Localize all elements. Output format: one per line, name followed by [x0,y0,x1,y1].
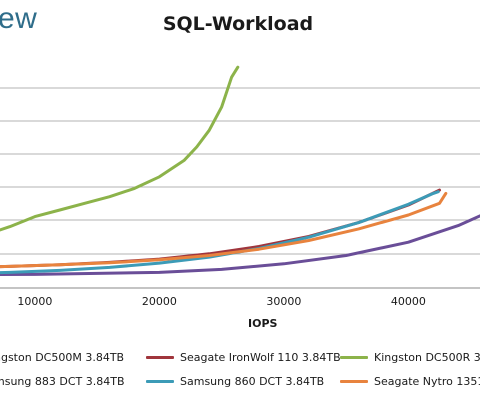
x-tick-label: 20000 [142,295,177,308]
x-tick-label: 40000 [391,295,426,308]
legend-item: Kingston DC500R 3.8 [340,351,480,364]
legend-item: msung 883 DCT 3.84TB [0,375,125,388]
x-tick-label: 30000 [266,295,301,308]
legend-swatch [146,356,174,359]
legend-swatch [146,380,174,383]
series-line [0,191,448,269]
legend-item: Seagate IronWolf 110 3.84TB [146,351,341,364]
legend-swatch [340,380,368,383]
series-line [0,190,440,275]
legend-label: Seagate Nytro 1351 3 [374,375,480,388]
legend-item: Seagate Nytro 1351 3 [340,375,480,388]
legend-label: ngston DC500M 3.84TB [0,351,125,364]
legend-item: ngston DC500M 3.84TB [0,351,124,364]
brand-logo-text: ew [0,2,38,35]
chart-title: SQL-Workload [162,13,314,35]
legend-label: Seagate IronWolf 110 3.84TB [180,351,341,364]
x-tick-label: 10000 [17,295,52,308]
series-line [0,214,480,276]
legend-label: Kingston DC500R 3.8 [374,351,480,364]
legend-swatch [340,356,368,359]
legend-label: Samsung 860 DCT 3.84TB [180,375,325,388]
legend-item: Samsung 860 DCT 3.84TB [146,375,324,388]
chart-legend: ngston DC500M 3.84TB Seagate IronWolf 11… [0,345,480,401]
x-axis-label: IOPS [248,317,278,330]
legend-label: msung 883 DCT 3.84TB [0,375,125,388]
series-line [0,65,240,232]
